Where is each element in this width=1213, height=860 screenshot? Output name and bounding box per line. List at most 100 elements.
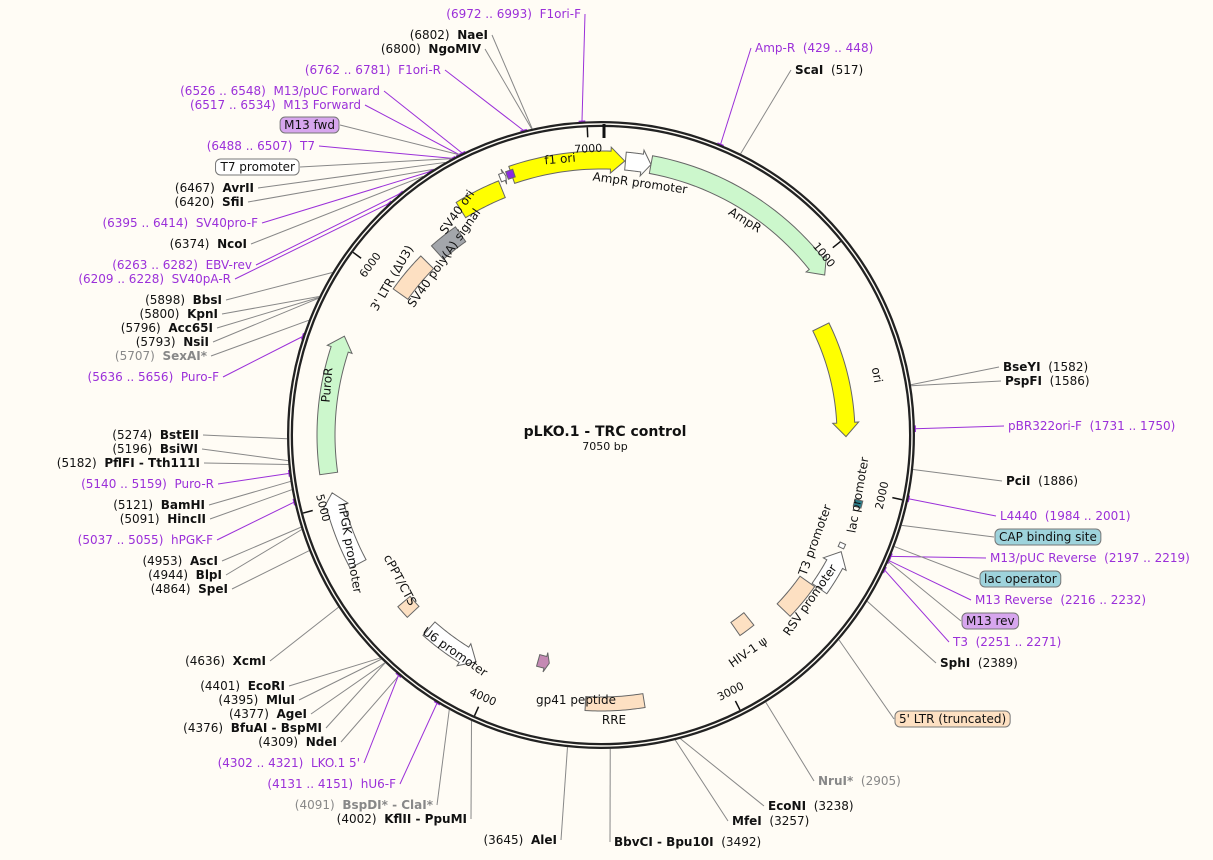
- leader-line: [202, 434, 288, 440]
- site-pflfi-tth111i[interactable]: (5182) PflFI - Tth111I: [57, 456, 200, 470]
- site-pspfi[interactable]: PspFI (1586): [1005, 374, 1090, 388]
- site-nrui-[interactable]: NruI* (2905): [818, 774, 901, 788]
- primer-sv40pro-f[interactable]: (6395 .. 6414) SV40pro-F: [102, 216, 258, 230]
- feature-cppt-cts[interactable]: [397, 595, 420, 619]
- site-bfuai-bspmi[interactable]: (4376) BfuAI - BspMI: [183, 721, 322, 735]
- feature-tag-lac-operator[interactable]: lac operator: [979, 570, 1062, 588]
- site-mfei[interactable]: MfeI (3257): [732, 814, 809, 828]
- feature-puror[interactable]: [316, 335, 353, 476]
- primer-m13-puc-reverse[interactable]: M13/pUC Reverse (2197 .. 2219): [990, 551, 1190, 565]
- feature-tag-5-ltr-truncated-[interactable]: 5' LTR (truncated): [894, 710, 1011, 728]
- site-naei[interactable]: (6802) NaeI: [410, 28, 488, 42]
- site-bsiwi[interactable]: (5196) BsiWI: [112, 442, 198, 456]
- label-text: (6420) SfiI: [174, 195, 244, 209]
- primer-pbr322ori-f[interactable]: pBR322ori-F (1731 .. 1750): [1008, 419, 1175, 433]
- label-text: (5274) BstEII: [112, 428, 199, 442]
- feature-t3-promoter[interactable]: [837, 541, 847, 550]
- feature-hpgk-promoter[interactable]: [321, 492, 367, 569]
- leader-line: [339, 124, 460, 156]
- site-asci[interactable]: (4953) AscI: [142, 554, 218, 568]
- primer-f1ori-f[interactable]: (6972 .. 6993) F1ori-F: [446, 7, 581, 21]
- site-sphi[interactable]: SphI (2389): [940, 656, 1018, 670]
- primer-m13-puc-forward[interactable]: (6526 .. 6548) M13/pUC Forward: [180, 84, 380, 98]
- primer-hu6-f[interactable]: (4131 .. 4151) hU6-F: [267, 777, 396, 791]
- label-text: (5121) BamHI: [113, 498, 205, 512]
- feature-ampr-promoter[interactable]: [624, 148, 652, 178]
- site-ncoi[interactable]: (6374) NcoI: [170, 237, 247, 251]
- feature-tag-m13-fwd[interactable]: M13 fwd: [279, 116, 340, 134]
- site-bsteii[interactable]: (5274) BstEII: [112, 428, 199, 442]
- site-sexai-[interactable]: (5707) SexAI*: [115, 349, 208, 363]
- site-agei[interactable]: (4377) AgeI: [229, 707, 307, 721]
- feature-u6-promoter[interactable]: [422, 621, 477, 667]
- label-text: BseYI (1582): [1003, 360, 1088, 374]
- primer-hpgk-f[interactable]: (5037 .. 5055) hPGK-F: [78, 533, 213, 547]
- feature-hiv-1-[interactable]: [730, 611, 755, 637]
- site-xcmi[interactable]: (4636) XcmI: [185, 654, 266, 668]
- feature-t7-promoter[interactable]: [497, 168, 508, 185]
- primer-f1ori-r[interactable]: (6762 .. 6781) F1ori-R: [305, 63, 441, 77]
- primer-m13-reverse[interactable]: M13 Reverse (2216 .. 2232): [975, 593, 1146, 607]
- feature-rsv-promoter[interactable]: [811, 551, 847, 595]
- site-scai[interactable]: ScaI (517): [795, 63, 863, 77]
- label-location: (4401): [200, 679, 240, 693]
- primer-lko-1-5-[interactable]: (4302 .. 4321) LKO.1 5': [218, 756, 360, 770]
- primer-l4440[interactable]: L4440 (1984 .. 2001): [1000, 509, 1131, 523]
- primer-t7[interactable]: (6488 .. 6507) T7: [207, 139, 315, 153]
- site-sfii[interactable]: (6420) SfiI: [174, 195, 244, 209]
- site-hincii[interactable]: (5091) HincII: [120, 512, 206, 526]
- primer-puro-r[interactable]: (5140 .. 5159) Puro-R: [81, 477, 214, 491]
- label-text: (5793) NsiI: [136, 335, 209, 349]
- site-nsii[interactable]: (5793) NsiI: [136, 335, 209, 349]
- feature-rre[interactable]: [584, 693, 646, 712]
- primer-t3[interactable]: T3 (2251 .. 2271): [952, 635, 1061, 649]
- label-location: (3257): [769, 814, 809, 828]
- site-bspdi-clai-[interactable]: (4091) BspDI* - ClaI*: [295, 798, 434, 812]
- site-ndei[interactable]: (4309) NdeI: [258, 735, 337, 749]
- feature-tag-cap-binding-site[interactable]: CAP binding site: [994, 528, 1102, 546]
- site-avrii[interactable]: (6467) AvrII: [175, 181, 254, 195]
- label-name: M13/pUC Reverse: [990, 551, 1097, 565]
- feature-ampr[interactable]: [648, 155, 828, 276]
- primer-sv40pa-r[interactable]: (6209 .. 6228) SV40pA-R: [78, 272, 231, 286]
- feature-lac-promoter[interactable]: [852, 498, 864, 509]
- primer-puro-f[interactable]: (5636 .. 5656) Puro-F: [88, 370, 220, 384]
- leader-line: [838, 639, 895, 720]
- site-ngomiv[interactable]: (6800) NgoMIV: [381, 42, 482, 56]
- feature-tag-t7-promoter[interactable]: T7 promoter: [215, 158, 300, 176]
- site-kpni[interactable]: (5800) KpnI: [140, 307, 218, 321]
- feature-tag-m13-rev[interactable]: M13 rev: [961, 612, 1020, 630]
- feature-sv40-poly-a-signal[interactable]: [430, 226, 467, 260]
- leader-line: [436, 709, 450, 806]
- label-name: Puro-R: [174, 477, 214, 491]
- site-bamhi[interactable]: (5121) BamHI: [113, 498, 205, 512]
- feature-f1-ori[interactable]: [508, 145, 626, 185]
- label-text: (6209 .. 6228) SV40pA-R: [78, 272, 231, 286]
- feature-3-ltr-u3-[interactable]: [392, 255, 435, 300]
- feature-m13-fwd[interactable]: [504, 168, 516, 180]
- site-acc65i[interactable]: (5796) Acc65I: [121, 321, 213, 335]
- leader-line: [894, 546, 980, 580]
- feature-gp41-peptide[interactable]: [535, 652, 550, 673]
- feature-ori[interactable]: [812, 322, 860, 438]
- primer-m13-forward[interactable]: (6517 .. 6534) M13 Forward: [190, 98, 361, 112]
- site-spei[interactable]: (4864) SpeI: [151, 582, 228, 596]
- site-kflii-ppumi[interactable]: (4002) KflII - PpuMI: [337, 812, 467, 826]
- feature-5-ltr-truncated-[interactable]: [776, 575, 816, 618]
- site-bbsi[interactable]: (5898) BbsI: [145, 293, 222, 307]
- site-econi[interactable]: EcoNI (3238): [768, 799, 854, 813]
- site-mlui[interactable]: (4395) MluI: [218, 693, 295, 707]
- site-bbvci-bpu10i[interactable]: BbvCI - Bpu10I (3492): [614, 835, 761, 849]
- site-ecori[interactable]: (4401) EcoRI: [200, 679, 285, 693]
- primer-ebv-rev[interactable]: (6263 .. 6282) EBV-rev: [112, 258, 252, 272]
- site-blpi[interactable]: (4944) BlpI: [148, 568, 222, 582]
- site-bseyi[interactable]: BseYI (1582): [1003, 360, 1088, 374]
- label-location: (4377): [229, 707, 269, 721]
- leader-line: [901, 524, 995, 538]
- site-pcii[interactable]: PciI (1886): [1006, 474, 1078, 488]
- feature-sv40-ori[interactable]: [455, 180, 506, 219]
- leader-line: [340, 675, 400, 743]
- primer-amp-r[interactable]: Amp-R (429 .. 448): [755, 41, 873, 55]
- site-alei[interactable]: (3645) AleI: [483, 833, 557, 847]
- leader-line: [765, 702, 815, 782]
